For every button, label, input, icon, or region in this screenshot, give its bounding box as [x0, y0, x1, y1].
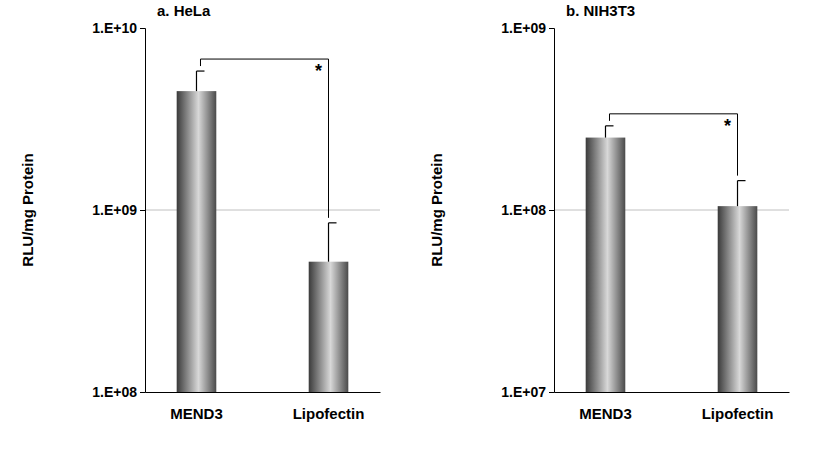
y-axis: 1.E+08 1.E+09 1.E+10 [92, 20, 145, 400]
error-cap [738, 180, 746, 181]
panel: 1.E+08 1.E+09 1.E+10 MEND3 Lipofectin RLU/mg … [19, 2, 381, 422]
tick: 1.E+09 [501, 20, 554, 36]
tick: 1.E+08 [501, 202, 554, 218]
tick-mark [140, 28, 145, 29]
figure: 1.E+08 1.E+09 1.E+10 MEND3 Lipofectin RLU/mg … [0, 0, 818, 468]
error-stem [328, 223, 329, 262]
error-bar [329, 223, 337, 262]
bar [586, 138, 626, 392]
significance-bracket [609, 114, 737, 176]
bar [309, 262, 349, 392]
axis-title: RLU/mg Protein [428, 153, 445, 266]
error-stem [737, 181, 738, 207]
x-axis: MEND3 Lipofectin [146, 392, 381, 422]
error-cap [196, 70, 204, 71]
error-bar [196, 71, 204, 91]
annotation: * [724, 116, 731, 136]
panel: 1.E+07 1.E+08 1.E+09 MEND3 Lipofectin RLU/mg … [428, 2, 790, 422]
error-bar [738, 181, 746, 207]
tick-label: 1.E+09 [92, 202, 137, 218]
tick-mark [549, 392, 554, 393]
tick-mark [549, 210, 554, 211]
x-axis: MEND3 Lipofectin [555, 392, 790, 422]
error-stem [196, 71, 197, 91]
tick-label: 1.E+08 [92, 384, 137, 400]
chart-title: a. HeLa [157, 2, 211, 19]
axis-title: RLU/mg Protein [19, 153, 36, 266]
tick: MEND3 [170, 392, 223, 422]
y-axis: 1.E+07 1.E+08 1.E+09 [501, 20, 554, 400]
tick-label: 1.E+08 [501, 202, 546, 218]
tick: 1.E+09 [92, 202, 145, 218]
tick-mark [549, 28, 554, 29]
tick-mark [140, 392, 145, 393]
bar [718, 206, 758, 392]
tick-label: 1.E+10 [92, 20, 137, 36]
tick-label: 1.E+07 [501, 384, 546, 400]
significance-bracket [200, 59, 328, 218]
tick: 1.E+07 [501, 384, 554, 400]
axis-line [555, 392, 790, 393]
error-cap [329, 222, 337, 223]
tick: 1.E+08 [92, 384, 145, 400]
tick: Lipofectin [702, 392, 774, 422]
marks [586, 126, 758, 392]
tick: Lipofectin [293, 392, 365, 422]
tick-label: 1.E+09 [501, 20, 546, 36]
marks [177, 71, 349, 392]
error-cap [605, 125, 613, 126]
error-stem [605, 126, 606, 138]
chart-title: b. NIH3T3 [566, 2, 635, 19]
tick-mark [140, 210, 145, 211]
axis-line [549, 29, 555, 393]
tick-label: MEND3 [579, 405, 632, 422]
axis-line [140, 29, 146, 393]
axis-line [146, 392, 381, 393]
tick: 1.E+10 [92, 20, 145, 36]
error-bar [605, 126, 613, 138]
tick: MEND3 [579, 392, 632, 422]
tick-label: Lipofectin [293, 405, 365, 422]
tick-label: Lipofectin [702, 405, 774, 422]
bar [177, 91, 217, 392]
annotation: * [315, 61, 322, 81]
tick-label: MEND3 [170, 405, 223, 422]
